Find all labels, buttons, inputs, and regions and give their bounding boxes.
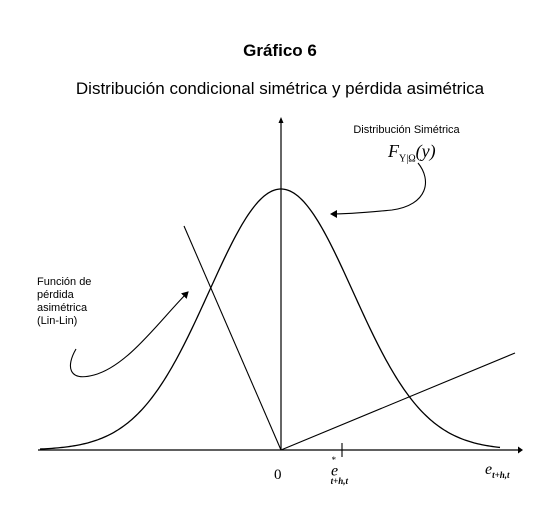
loss-label-line: (Lin-Lin) [37, 315, 78, 327]
optimal-point-main: e [331, 462, 339, 480]
x-axis-label-sub: t+h,t [492, 470, 510, 481]
figure-subtitle: Distribución condicional simétrica y pér… [75, 79, 485, 98]
loss-label-line: pérdida [37, 289, 74, 301]
loss-left-branch [183, 225, 282, 451]
x-axis-label-main: e [485, 461, 493, 478]
distribution-callout-arrow [330, 162, 426, 218]
loss-right-branch [280, 352, 516, 451]
loss-label-line: Función de [37, 276, 92, 288]
formula-subscript: Y|Ω [399, 153, 416, 165]
x-axis-label: et+h,t [485, 461, 510, 480]
symmetric-distribution-curve [39, 188, 501, 450]
loss-callout-arrow [69, 291, 189, 378]
x-axis-arrowhead [518, 446, 523, 454]
optimal-point-sub: t+h,t [330, 475, 348, 486]
distribution-label: Distribución Simétrica [353, 124, 460, 136]
formula-main: F [388, 141, 399, 161]
loss-function-label: Función de pérdida asimétrica (Lin-Lin) [37, 276, 137, 328]
distribution-formula: FY|Ω(y) [388, 141, 436, 165]
figure-title: Gráfico 6 [243, 41, 317, 60]
loss-label-line: asimétrica [37, 302, 88, 314]
y-axis-arrowhead [278, 117, 284, 123]
origin-label: 0 [274, 467, 282, 483]
formula-argument: (y) [415, 141, 436, 161]
optimal-forecast-error-label: e* t+h,t [331, 455, 360, 486]
optimal-point-sup: * [331, 455, 336, 465]
